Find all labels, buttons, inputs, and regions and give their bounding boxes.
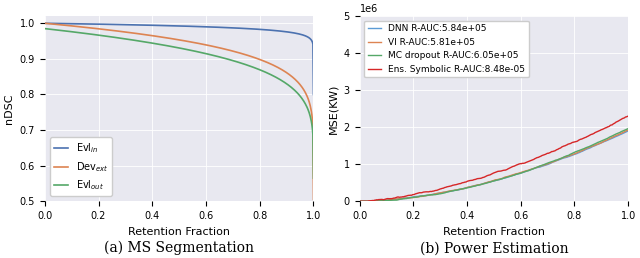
Evl$_{out}$ <box>201 52 209 55</box>
Dev$_{ext}$ <box>186 40 194 43</box>
MC dropout R-AUC:6.05e+05 <box>516 172 524 175</box>
Evl$_{in}$ <box>261 28 269 31</box>
Dev$_{ext}$ <box>170 37 178 41</box>
MC dropout R-AUC:6.05e+05 <box>625 127 632 130</box>
VI R-AUC:5.81e+05 <box>625 128 632 131</box>
MC dropout R-AUC:6.05e+05 <box>520 171 528 174</box>
Evl$_{out}$ <box>168 45 176 48</box>
DNN R-AUC:5.84e+05 <box>582 148 590 151</box>
Ens. Symbolic R-AUC:8.48e-05 <box>515 163 522 166</box>
VI R-AUC:5.81e+05 <box>516 172 524 175</box>
DNN R-AUC:5.84e+05 <box>520 170 528 173</box>
VI R-AUC:5.81e+05 <box>520 170 528 173</box>
X-axis label: Retention Fraction: Retention Fraction <box>443 227 545 237</box>
Evl$_{in}$ <box>310 93 317 96</box>
Dev$_{ext}$ <box>168 37 176 40</box>
Evl$_{out}$ <box>303 106 311 109</box>
Ens. Symbolic R-AUC:8.48e-05 <box>520 162 528 165</box>
Evl$_{in}$ <box>186 25 194 28</box>
MC dropout R-AUC:6.05e+05 <box>515 172 522 175</box>
Line: VI R-AUC:5.81e+05: VI R-AUC:5.81e+05 <box>360 130 628 201</box>
Ens. Symbolic R-AUC:8.48e-05 <box>599 127 607 131</box>
Line: MC dropout R-AUC:6.05e+05: MC dropout R-AUC:6.05e+05 <box>360 128 628 201</box>
Evl$_{out}$ <box>310 176 317 180</box>
MC dropout R-AUC:6.05e+05 <box>582 146 590 149</box>
VI R-AUC:5.81e+05 <box>356 200 364 203</box>
X-axis label: Retention Fraction: Retention Fraction <box>128 227 230 237</box>
Ens. Symbolic R-AUC:8.48e-05 <box>516 162 524 165</box>
Dev$_{ext}$ <box>261 60 269 63</box>
MC dropout R-AUC:6.05e+05 <box>356 200 364 203</box>
Evl$_{out}$ <box>186 49 194 52</box>
Legend: Evl$_{in}$, Dev$_{ext}$, Evl$_{out}$: Evl$_{in}$, Dev$_{ext}$, Evl$_{out}$ <box>50 138 112 196</box>
DNN R-AUC:5.84e+05 <box>356 200 364 203</box>
Text: 1e6: 1e6 <box>360 4 378 14</box>
Line: Evl$_{in}$: Evl$_{in}$ <box>45 23 314 94</box>
VI R-AUC:5.81e+05 <box>356 200 364 203</box>
Text: (a) MS Segmentation: (a) MS Segmentation <box>104 241 254 255</box>
Ens. Symbolic R-AUC:8.48e-05 <box>356 200 364 203</box>
Dev$_{ext}$ <box>303 94 311 98</box>
Dev$_{ext}$ <box>41 22 49 25</box>
DNN R-AUC:5.84e+05 <box>515 172 522 175</box>
DNN R-AUC:5.84e+05 <box>356 200 364 203</box>
MC dropout R-AUC:6.05e+05 <box>599 139 607 142</box>
VI R-AUC:5.81e+05 <box>515 172 522 175</box>
Line: DNN R-AUC:5.84e+05: DNN R-AUC:5.84e+05 <box>360 131 628 201</box>
Dev$_{ext}$ <box>201 43 209 46</box>
Evl$_{in}$ <box>303 35 311 38</box>
Line: Ens. Symbolic R-AUC:8.48e-05: Ens. Symbolic R-AUC:8.48e-05 <box>360 116 628 201</box>
Line: Evl$_{out}$: Evl$_{out}$ <box>45 29 314 178</box>
Evl$_{in}$ <box>41 22 49 25</box>
DNN R-AUC:5.84e+05 <box>625 129 632 132</box>
VI R-AUC:5.81e+05 <box>599 140 607 143</box>
Text: (b) Power Estimation: (b) Power Estimation <box>420 241 568 255</box>
Y-axis label: nDSC: nDSC <box>4 93 14 124</box>
Ens. Symbolic R-AUC:8.48e-05 <box>625 115 632 118</box>
DNN R-AUC:5.84e+05 <box>516 172 524 175</box>
Legend: DNN R-AUC:5.84e+05, VI R-AUC:5.81e+05, MC dropout R-AUC:6.05e+05, Ens. Symbolic : DNN R-AUC:5.84e+05, VI R-AUC:5.81e+05, M… <box>364 21 529 77</box>
DNN R-AUC:5.84e+05 <box>599 141 607 144</box>
Evl$_{out}$ <box>170 45 178 49</box>
Evl$_{in}$ <box>168 24 176 27</box>
Ens. Symbolic R-AUC:8.48e-05 <box>356 200 364 203</box>
Dev$_{ext}$ <box>310 198 317 201</box>
Evl$_{out}$ <box>41 27 49 30</box>
Evl$_{in}$ <box>170 24 178 27</box>
MC dropout R-AUC:6.05e+05 <box>356 200 364 203</box>
Evl$_{out}$ <box>261 70 269 74</box>
Y-axis label: MSE(KW): MSE(KW) <box>328 84 338 134</box>
Evl$_{in}$ <box>201 25 209 28</box>
Ens. Symbolic R-AUC:8.48e-05 <box>582 136 590 139</box>
Line: Dev$_{ext}$: Dev$_{ext}$ <box>45 23 314 199</box>
VI R-AUC:5.81e+05 <box>582 147 590 150</box>
